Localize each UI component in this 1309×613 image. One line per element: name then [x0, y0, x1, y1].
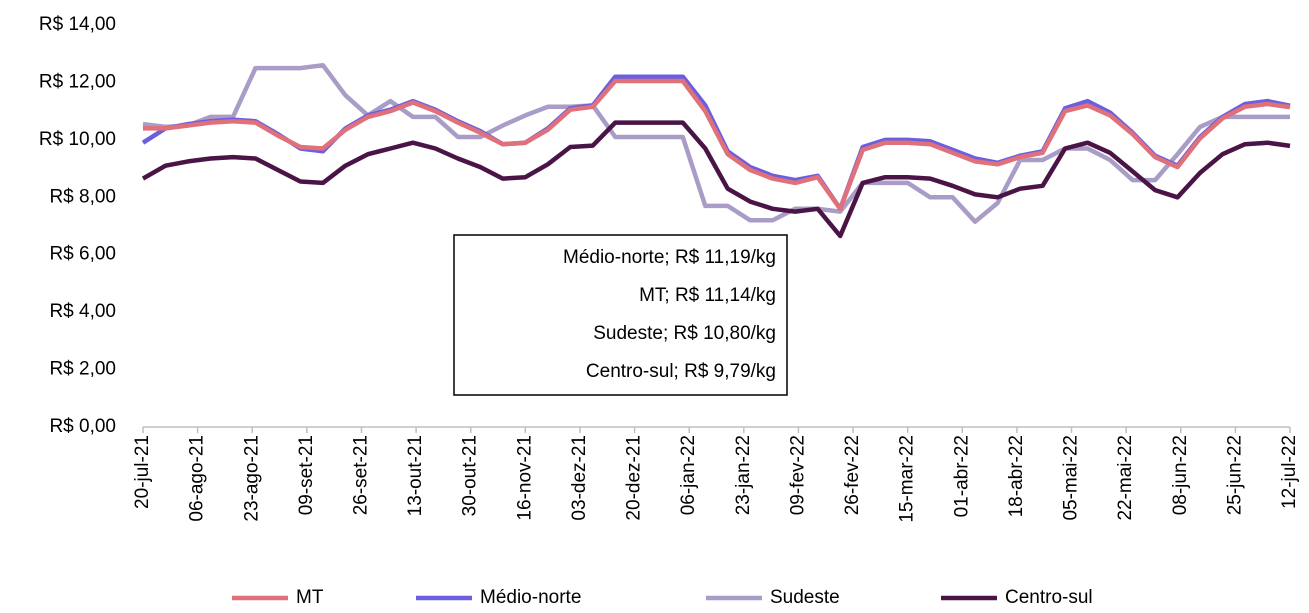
- x-tick-label: 09-set-21: [296, 435, 317, 515]
- y-tick-label: R$ 2,00: [49, 359, 116, 380]
- x-tick-label: 13-out-21: [405, 435, 426, 516]
- x-tick-label: 23-ago-21: [241, 435, 262, 522]
- legend-label: MT: [296, 587, 324, 608]
- annotation-text: Médio-norte; R$ 11,19/kg: [563, 247, 776, 268]
- x-tick-label: 18-abr-22: [1006, 435, 1027, 517]
- y-tick-label: R$ 8,00: [49, 186, 116, 207]
- x-tick-label: 06-jan-22: [678, 435, 699, 515]
- x-tick-label: 08-jun-22: [1170, 435, 1191, 515]
- x-tick-label: 26-fev-22: [842, 435, 863, 515]
- legend-label: Centro-sul: [1005, 587, 1093, 608]
- x-tick-label: 22-mai-22: [1115, 435, 1136, 521]
- x-tick-label: 16-nov-21: [514, 435, 535, 521]
- y-tick-label: R$ 10,00: [39, 129, 116, 150]
- annotation-text: MT; R$ 11,14/kg: [639, 285, 776, 306]
- y-tick-label: R$ 14,00: [39, 14, 116, 35]
- annotation-text: Sudeste; R$ 10,80/kg: [593, 323, 776, 344]
- x-tick-label: 15-mar-22: [897, 435, 918, 523]
- x-tick-label: 30-out-21: [460, 435, 481, 516]
- legend-label: Médio-norte: [480, 587, 581, 608]
- series-line: [141, 120, 1291, 239]
- series-line: [143, 78, 1291, 212]
- x-tick-label: 03-dez-21: [569, 435, 590, 521]
- series-line: [141, 74, 1291, 212]
- y-tick-label: R$ 0,00: [49, 416, 116, 437]
- legend-label: Sudeste: [770, 587, 840, 608]
- x-tick-label: 05-mai-22: [1061, 435, 1082, 521]
- y-tick-label: R$ 6,00: [49, 244, 116, 265]
- x-tick-label: 20-jul-21: [132, 435, 153, 509]
- annotation-box: Médio-norte; R$ 11,19/kg MT; R$ 11,14/kg S…: [453, 234, 788, 396]
- x-tick-label: 25-jun-22: [1224, 435, 1245, 515]
- x-tick-label: 01-abr-22: [951, 435, 972, 517]
- x-tick-label: 09-fev-22: [787, 435, 808, 515]
- x-tick-label: 06-ago-21: [187, 435, 208, 522]
- annotation-frame: [453, 234, 788, 396]
- y-tick-label: R$ 4,00: [49, 301, 116, 322]
- x-tick-label: 20-dez-21: [624, 435, 645, 521]
- x-tick-label: 26-set-21: [350, 435, 371, 515]
- y-tick-label: R$ 12,00: [39, 71, 116, 92]
- x-tick-label: 12-jul-22: [1279, 435, 1300, 509]
- annotation-text: Centro-sul; R$ 9,79/kg: [586, 361, 776, 382]
- x-tick-label: 23-jan-22: [733, 435, 754, 515]
- series-line: [142, 62, 1290, 224]
